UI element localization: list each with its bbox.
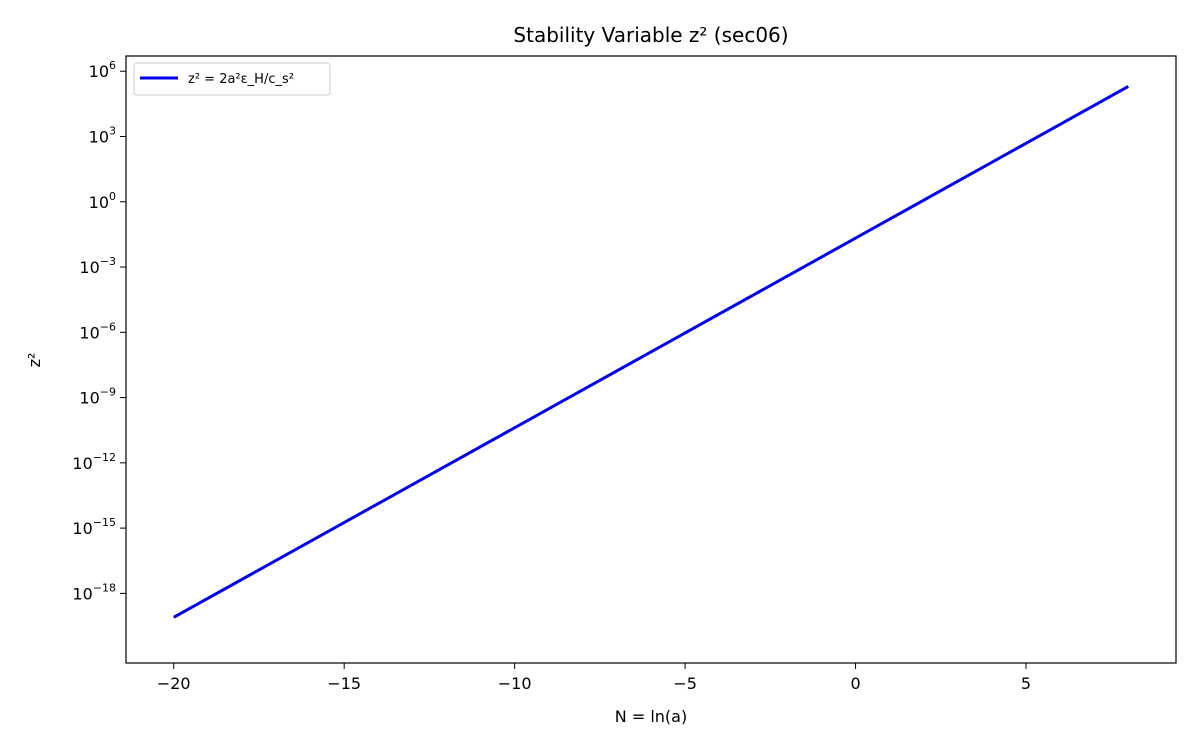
y-tick-label: 10−12	[72, 451, 116, 473]
x-tick-label: −5	[673, 674, 697, 693]
x-tick-label: −15	[327, 674, 361, 693]
y-tick-exponent: 0	[109, 190, 116, 203]
y-tick-base: 10	[89, 193, 109, 212]
y-tick-exponent: −18	[93, 581, 116, 594]
y-tick-exponent: −3	[100, 255, 116, 268]
series-line-0	[172, 85, 1130, 619]
x-axis: −20 −15 −10 −5 0 5	[157, 663, 1031, 693]
plot-frame	[125, 55, 1177, 664]
y-tick-base: 10	[72, 519, 92, 538]
y-tick-base: 10	[79, 258, 99, 277]
x-tick-label: −10	[498, 674, 532, 693]
x-tick-label: −20	[157, 674, 191, 693]
y-tick-exponent: −15	[93, 516, 116, 529]
y-tick-exponent: 3	[109, 124, 116, 137]
y-tick-label: 106	[89, 59, 116, 81]
y-tick-label: 10−3	[79, 255, 116, 277]
y-tick-base: 10	[72, 584, 92, 603]
y-tick-exponent: −12	[93, 451, 116, 464]
y-tick-label: 10−18	[72, 581, 116, 603]
chart-title: Stability Variable z² (sec06)	[513, 23, 788, 47]
y-tick-base: 10	[79, 323, 99, 342]
series-layer	[172, 85, 1130, 619]
y-tick-label: 10−9	[79, 386, 116, 408]
y-tick-base: 10	[79, 389, 99, 408]
x-tick-label: 0	[850, 674, 860, 693]
y-tick-exponent: −9	[100, 386, 116, 399]
legend: z² = 2a²ε_H/c_s²	[133, 62, 331, 96]
y-tick-label: 10−15	[72, 516, 116, 538]
y-tick-exponent: −6	[100, 320, 116, 333]
y-tick-exponent: 6	[109, 59, 116, 72]
x-tick-label: 5	[1021, 674, 1031, 693]
y-tick-label: 100	[89, 190, 116, 212]
legend-entry-label: z² = 2a²ε_H/c_s²	[188, 72, 294, 87]
plot-area	[125, 55, 1177, 664]
y-tick-base: 10	[89, 62, 109, 81]
x-axis-label: N = ln(a)	[615, 707, 687, 726]
y-tick-base: 10	[89, 127, 109, 146]
legend-box	[133, 62, 331, 96]
y-axis-label: z²	[25, 353, 44, 368]
y-tick-base: 10	[72, 454, 92, 473]
y-tick-label: 10−6	[79, 320, 116, 342]
y-tick-label: 103	[89, 124, 116, 146]
